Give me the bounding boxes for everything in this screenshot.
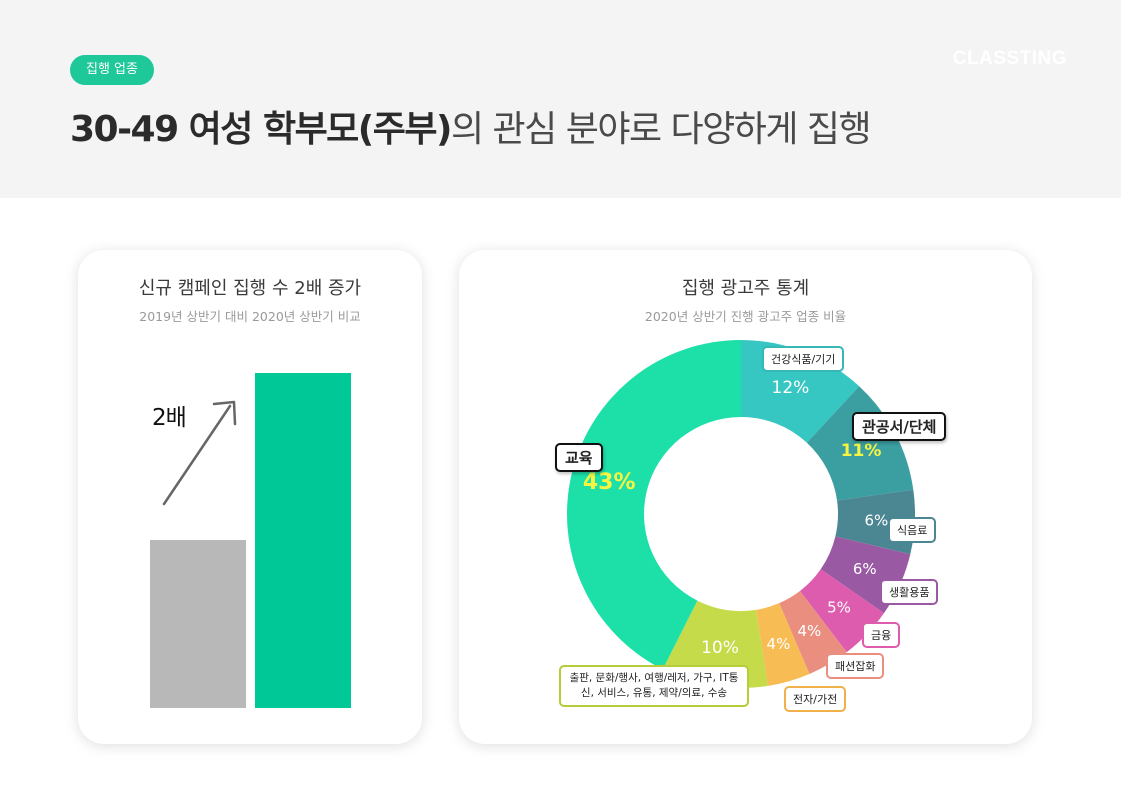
card-subtitle: 2019년 상반기 대비 2020년 상반기 비교 — [139, 309, 361, 324]
brand-logo: CLASSTING — [952, 48, 1067, 69]
label-household: 생활용품 — [880, 579, 939, 605]
label-electronics: 전자/가전 — [784, 686, 847, 712]
donut-slice-percent: 43% — [583, 470, 636, 495]
donut-slice — [756, 603, 810, 686]
donut-slice-percent: 11% — [841, 441, 882, 461]
donut-slice-percent: 10% — [701, 638, 739, 658]
donut-slice — [806, 386, 914, 501]
category-badge: 집행 업종 — [70, 55, 154, 85]
card-title: 집행 광고주 통계 — [681, 278, 810, 299]
label-education: 교육 — [555, 443, 603, 472]
headline-rest: 의 관심 분야로 다양하게 집행 — [450, 109, 872, 150]
growth-arrow-icon — [162, 400, 237, 506]
donut-slice-percent: 4% — [797, 622, 821, 640]
page-headline: 30-49 여성 학부모(주부)의 관심 분야로 다양하게 집행 — [70, 100, 872, 152]
donut-slice-percent: 12% — [772, 378, 810, 398]
multiplier-label: 2배 — [152, 405, 187, 431]
label-others: 출판, 문화/행사, 여행/레저, 가구, IT통신, 서비스, 유통, 제약/… — [559, 665, 749, 707]
campaign-growth-card: 신규 캠페인 집행 수 2배 증가 2019년 상반기 대비 2020년 상반기… — [78, 250, 422, 744]
label-finance: 금융 — [862, 622, 901, 648]
card-subtitle: 2020년 상반기 진행 광고주 업종 비율 — [644, 309, 847, 324]
label-food: 식음료 — [888, 517, 937, 543]
bar-2020 — [255, 373, 351, 708]
label-health: 건강식품/기기 — [762, 346, 845, 372]
bar-2019 — [150, 540, 246, 708]
donut-slice-percent: 5% — [827, 599, 851, 617]
label-government: 관공서/단체 — [852, 412, 947, 441]
donut-slice — [567, 340, 741, 670]
donut-slice-percent: 4% — [767, 635, 791, 653]
advertiser-stats-card: 집행 광고주 통계 2020년 상반기 진행 광고주 업종 비율 12% 11% 6… — [459, 250, 1032, 744]
label-fashion: 패션잡화 — [826, 653, 885, 679]
donut-slice-percent: 6% — [864, 511, 888, 529]
page-header: 집행 업종 CLASSTING 30-49 여성 학부모(주부)의 관심 분야로… — [0, 0, 1121, 198]
headline-bold: 30-49 여성 학부모(주부) — [70, 109, 452, 150]
card-title: 신규 캠페인 집행 수 2배 증가 — [138, 278, 362, 299]
donut-slice-percent: 6% — [853, 560, 877, 578]
